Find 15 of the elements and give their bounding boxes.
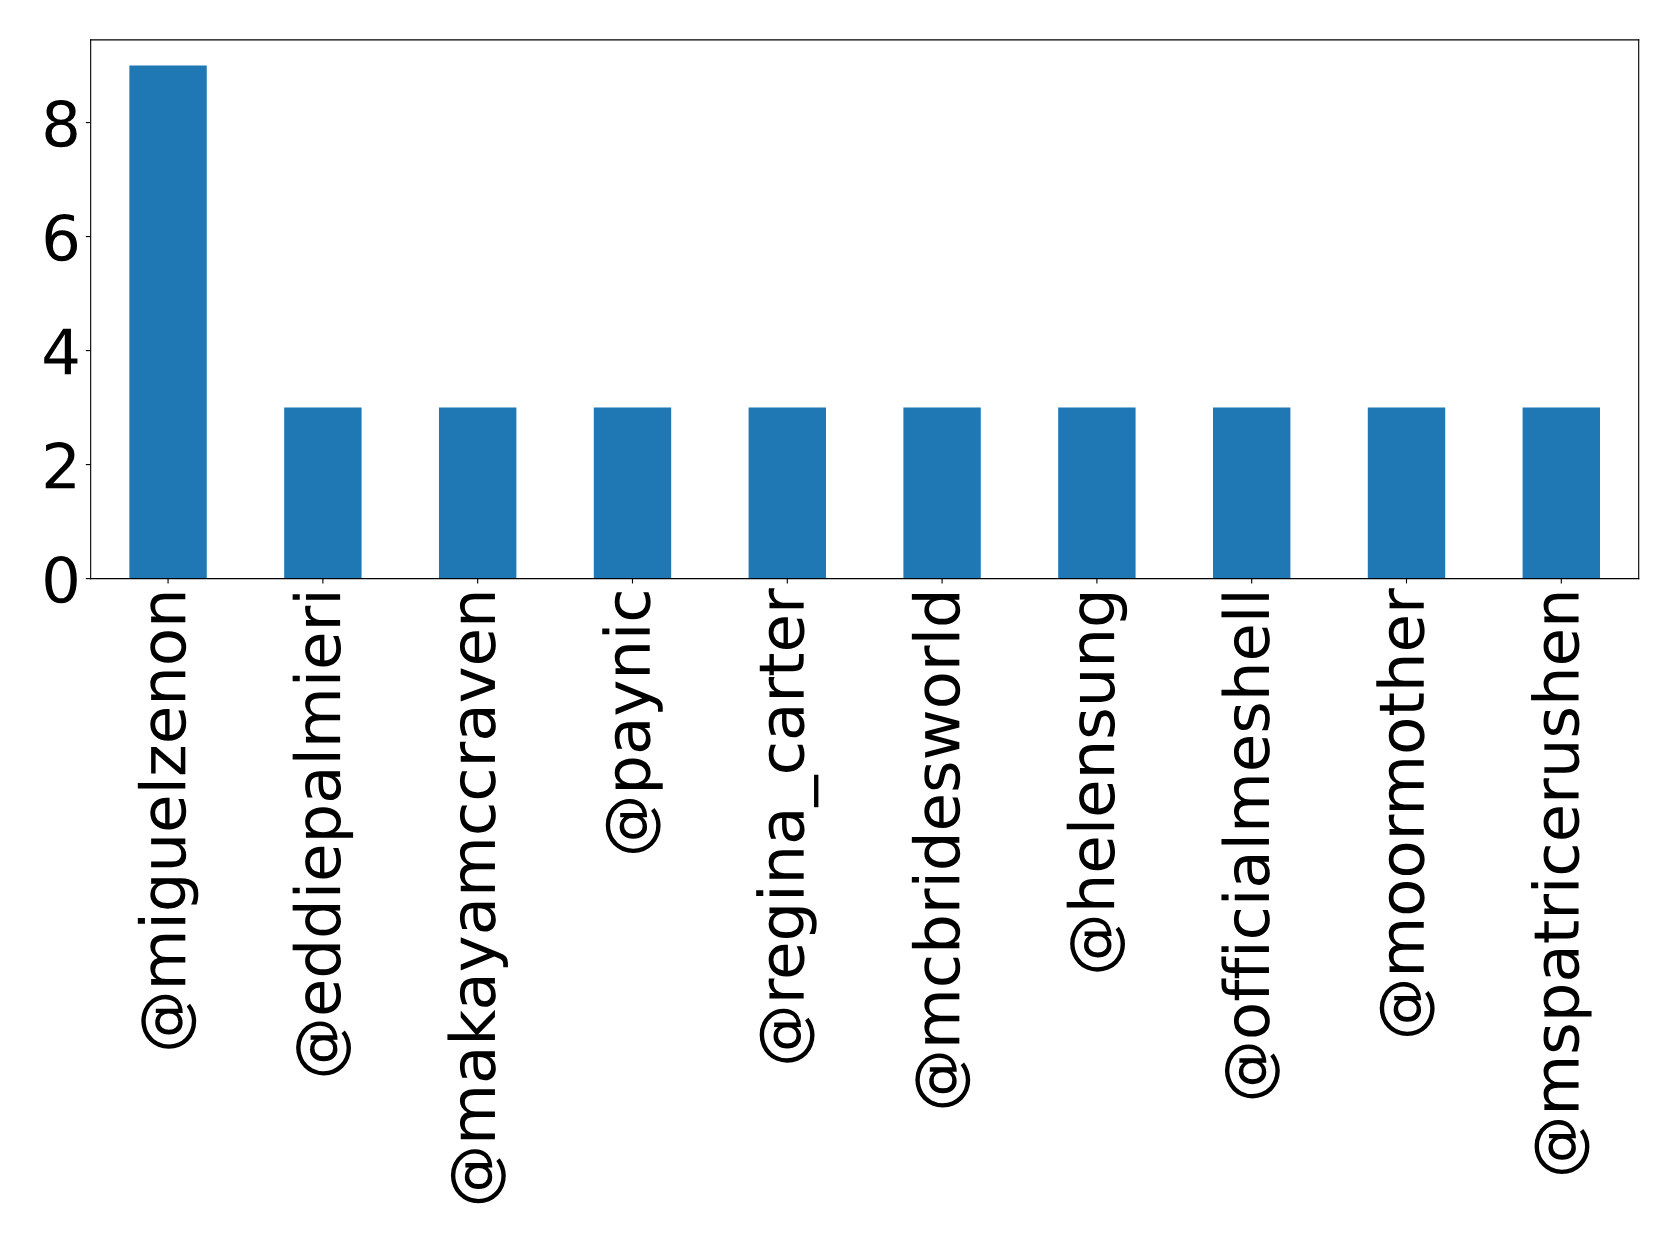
x-tick-label: @mcbridesworld xyxy=(911,594,971,1108)
y-tick-label: 6 xyxy=(45,213,78,262)
x-tick-label: @miguelzenon xyxy=(137,593,199,1049)
x-tick-label: @regina_carter xyxy=(756,588,819,1063)
y-tick-label: 4 xyxy=(44,328,78,375)
y-tick-label: 2 xyxy=(45,441,75,489)
y-tick-label: 8 xyxy=(45,99,77,148)
x-tick-label: @moormother xyxy=(1376,588,1435,1037)
x-tick-label: @mspatricerushen xyxy=(1531,593,1592,1175)
x-tick-label: @officialmeshell xyxy=(1221,594,1280,1099)
x-tick-label: @eddiepalmieri xyxy=(292,594,354,1076)
x-tick-label: @paynic xyxy=(602,592,663,854)
x-tick-label: @makayamccraven xyxy=(447,593,508,1204)
x-tick-label: @helensung xyxy=(1066,594,1128,972)
y-tick-label: 0 xyxy=(45,555,77,604)
